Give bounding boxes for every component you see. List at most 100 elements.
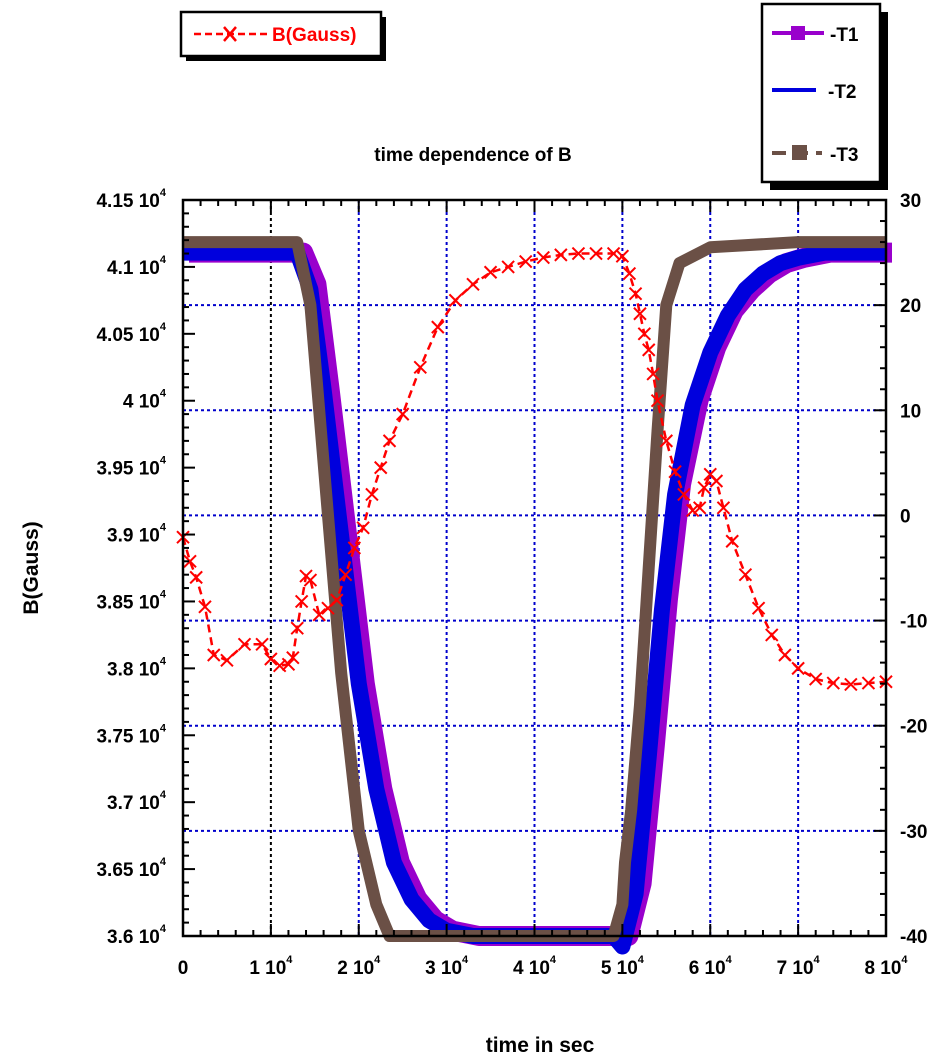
point-stroke [589,246,603,261]
point-stroke [615,249,630,263]
point-stroke [207,648,221,662]
point-stroke [692,501,707,515]
y-right-tick-label: -30 [900,822,927,843]
x-tick-label: 0 [178,958,189,979]
x-tick-label: 6 104 [689,954,733,979]
series-b-gauss-point [294,594,309,609]
legend-t2-label: -T2 [828,82,857,103]
series-b-gauss-point [207,648,221,662]
point-stroke [303,573,318,587]
tick-marks [182,199,887,937]
point-stroke [554,248,568,262]
y-left-tick-label: 3.9 104 [107,522,167,547]
point-stroke [738,567,753,582]
point-stroke [646,367,660,381]
point-stroke [650,394,665,408]
y-right-tick-label: 20 [900,296,921,317]
series-b-gauss-point [395,407,410,421]
point-stroke [264,652,278,666]
y-left-tick-exponent: 4 [160,254,167,266]
series-b-gauss-point [697,481,711,495]
series-b-gauss-point [365,487,379,502]
point-stroke [703,467,717,482]
point-stroke [312,608,326,622]
legend-t3-marker [792,145,807,160]
point-stroke [356,521,370,535]
series-layer [176,236,893,955]
series-b-gauss-point [778,648,792,662]
point-stroke [330,593,344,607]
series-b-gauss-point [519,254,533,269]
series-b-gauss-point [642,343,656,357]
y-left-tick-exponent: 4 [160,588,167,600]
legend-left: B(Gauss) [179,10,386,61]
y-left-tick-label: 4.05 104 [96,321,166,346]
point-stroke [628,286,643,301]
series-b-gauss-point [751,601,766,615]
series-b-gauss-point [330,593,344,607]
point-stroke [725,534,739,548]
x-tick-label: 2 104 [337,954,381,979]
series-b-gauss-point [286,650,300,665]
x-axis-label: time in sec [486,1034,595,1057]
point-stroke [448,293,463,308]
point-stroke [382,434,397,448]
point-stroke [365,487,379,502]
series-b-gauss-point [338,567,353,582]
y-right-tick-label: -40 [900,927,927,948]
legend-right: -T1 -T2 -T3 [760,2,888,190]
series-b-gauss-point [659,434,674,448]
x-tick-label: 7 104 [777,954,821,979]
y-right-tick-label: 10 [900,401,921,422]
point-stroke [659,434,674,448]
y-left-tick-label: 4.15 104 [96,187,166,212]
y-left-tick-label: 3.95 104 [96,455,166,480]
series-b-gauss-point [861,676,876,690]
point-stroke [272,658,287,673]
legend-left-box [179,10,383,58]
point-stroke [395,407,410,421]
legend-t1-marker [791,26,805,40]
series-b-gauss-point [183,554,197,569]
y-left-tick-exponent: 4 [160,923,167,935]
point-stroke [716,501,731,515]
y-right-tick-label: -10 [900,612,927,633]
series-b-gauss-point [725,534,739,548]
series-b-gauss-point [448,293,463,308]
legend-t1-label: -T1 [830,25,859,46]
series-b-gauss-point [637,327,652,341]
point-stroke [791,661,805,676]
series-b-gauss-point [615,249,630,263]
series-b-gauss-point [826,676,840,690]
point-stroke [751,601,766,615]
y-left-tick-exponent: 4 [160,388,167,400]
point-stroke [483,265,498,279]
point-stroke [622,266,637,281]
point-stroke [642,343,656,357]
y-right-tick-label: 30 [900,191,921,212]
series-b-gauss-point [290,621,304,635]
point-stroke [198,600,212,614]
point-stroke [861,676,876,690]
point-stroke [294,594,309,609]
series-b-gauss-point [466,277,480,292]
y-left-tick-exponent: 4 [160,856,167,868]
y-left-tick-label: 3.8 104 [107,655,167,680]
legend-t3-label: -T3 [830,145,859,166]
y-left-tick-exponent: 4 [160,789,167,801]
series-b-gauss-point [483,265,498,279]
point-stroke [685,503,700,518]
legend-b-label: B(Gauss) [272,25,356,46]
x-tick-label: 8 104 [864,954,908,979]
series-b-gauss-point [791,661,805,676]
y-left-tick-label: 3.75 104 [96,722,166,747]
series-b-gauss-point [220,653,234,668]
x-tick-label: 3 104 [425,954,469,979]
point-stroke [255,637,269,651]
x-tick-exponent: 4 [814,954,821,966]
point-stroke [826,676,840,690]
series-b-gauss-point [536,250,550,265]
series-b-gauss-point [312,608,326,622]
